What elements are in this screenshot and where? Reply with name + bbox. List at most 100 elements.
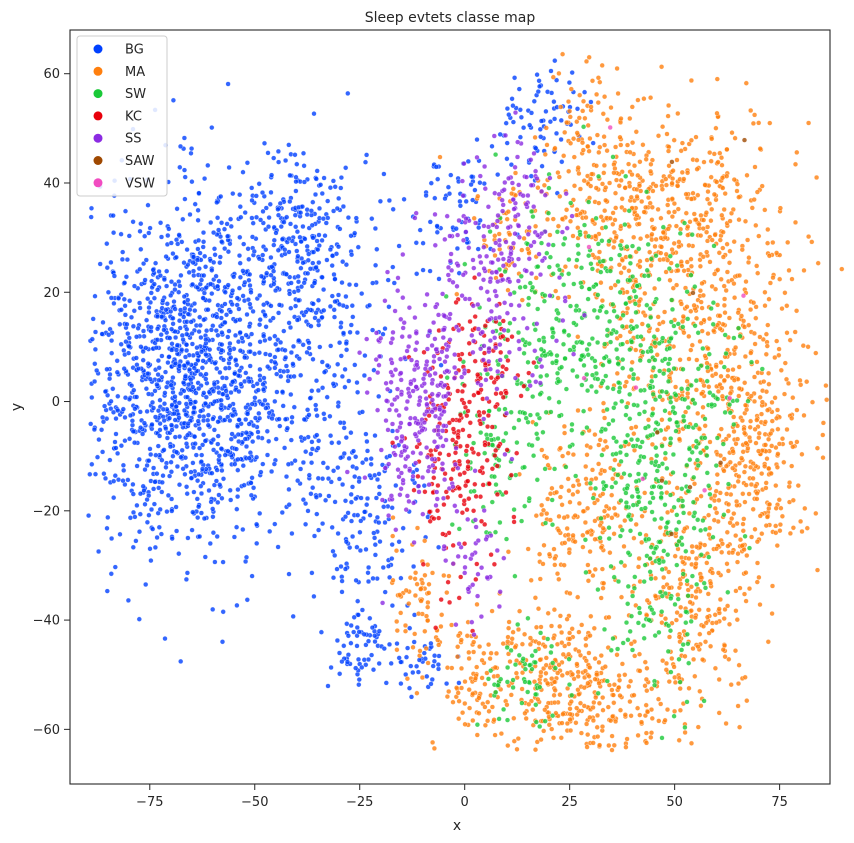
data-point-bg xyxy=(327,246,333,253)
data-point-bg xyxy=(313,402,319,408)
data-point-sw xyxy=(549,522,556,528)
data-point-bg xyxy=(344,347,350,353)
data-point-ma xyxy=(665,509,671,515)
data-point-ma xyxy=(689,549,695,555)
data-point-bg xyxy=(102,389,108,395)
data-point-ma xyxy=(561,515,567,521)
data-point-ma xyxy=(537,657,543,663)
data-point-ma xyxy=(777,522,783,528)
data-point-bg xyxy=(179,332,185,338)
data-point-bg xyxy=(323,497,329,503)
data-point-bg xyxy=(531,98,537,104)
data-point-sw xyxy=(647,385,653,391)
data-point-ma xyxy=(712,612,718,618)
data-point-ma xyxy=(693,594,699,601)
data-point-bg xyxy=(198,408,204,414)
data-point-bg xyxy=(137,266,143,272)
data-point-bg xyxy=(92,471,99,477)
data-point-ma xyxy=(569,671,576,677)
data-point-bg xyxy=(310,356,316,362)
data-point-ma xyxy=(460,710,466,716)
data-point-ma xyxy=(789,276,795,282)
data-point-bg xyxy=(170,315,176,321)
data-point-bg xyxy=(217,254,223,260)
data-point-ma xyxy=(407,575,413,581)
data-point-sw xyxy=(629,339,635,345)
data-point-bg xyxy=(438,362,444,368)
data-point-ma xyxy=(763,389,770,395)
data-point-bg xyxy=(218,397,224,403)
data-point-bg xyxy=(89,336,95,342)
data-point-sw xyxy=(527,412,533,418)
data-point-ma xyxy=(556,513,562,519)
data-point-bg xyxy=(165,492,171,498)
data-point-bg xyxy=(158,531,164,537)
data-point-ma xyxy=(562,264,568,270)
data-point-bg xyxy=(184,394,190,400)
data-point-bg xyxy=(164,283,170,289)
data-point-bg xyxy=(290,343,297,349)
data-point-ma xyxy=(559,640,565,646)
data-point-bg xyxy=(465,158,471,164)
data-point-sw xyxy=(619,398,625,404)
data-point-ma xyxy=(745,237,751,243)
data-point-ma xyxy=(677,686,683,692)
data-point-ma xyxy=(705,591,711,597)
data-point-bg xyxy=(174,206,180,212)
data-point-bg xyxy=(115,450,121,456)
data-point-bg xyxy=(201,239,207,245)
data-point-sw xyxy=(644,267,650,273)
data-point-ma xyxy=(725,508,731,514)
data-point-ma xyxy=(785,239,791,245)
data-point-sw xyxy=(579,430,585,436)
data-point-bg xyxy=(350,533,356,540)
data-point-ma xyxy=(549,676,555,682)
data-point-ma xyxy=(608,105,614,111)
data-point-bg xyxy=(184,342,190,348)
data-point-ma xyxy=(672,679,678,685)
data-point-bg xyxy=(362,353,368,359)
data-point-bg xyxy=(127,515,133,521)
data-point-ma xyxy=(718,359,724,365)
data-point-ma xyxy=(504,216,510,222)
data-point-bg xyxy=(293,188,299,194)
data-point-bg xyxy=(172,306,178,312)
data-point-ma xyxy=(682,729,688,736)
data-point-ma xyxy=(622,672,628,678)
data-point-ma xyxy=(631,431,637,437)
data-point-bg xyxy=(410,669,416,676)
data-point-bg xyxy=(434,229,440,235)
data-point-bg xyxy=(184,347,190,354)
data-point-bg xyxy=(354,643,360,649)
data-point-ma xyxy=(600,111,606,117)
data-point-bg xyxy=(364,502,370,508)
data-point-ma xyxy=(740,491,746,497)
data-point-ma xyxy=(729,550,736,556)
data-point-ma xyxy=(673,617,679,623)
data-point-ma xyxy=(485,718,491,724)
data-point-sw xyxy=(584,346,590,353)
data-point-ma xyxy=(659,417,665,423)
data-point-bg xyxy=(222,365,229,371)
data-point-bg xyxy=(168,240,174,246)
data-point-sw xyxy=(541,339,547,345)
data-point-bg xyxy=(420,240,426,246)
data-point-sw xyxy=(626,295,633,301)
data-point-bg xyxy=(203,351,209,358)
data-point-ma xyxy=(711,151,717,157)
data-point-bg xyxy=(92,346,98,352)
data-point-ma xyxy=(748,107,754,114)
data-point-bg xyxy=(263,324,269,330)
data-point-bg xyxy=(145,202,151,208)
data-point-sw xyxy=(581,408,587,414)
data-point-bg xyxy=(107,371,113,378)
data-point-bg xyxy=(370,327,376,333)
data-point-bg xyxy=(313,176,319,182)
data-point-ma xyxy=(774,407,781,413)
data-point-bg xyxy=(138,344,144,350)
data-point-bg xyxy=(202,401,209,407)
data-point-bg xyxy=(127,436,133,442)
data-point-bg xyxy=(183,401,189,407)
data-point-ma xyxy=(458,665,465,671)
data-point-bg xyxy=(276,310,282,316)
